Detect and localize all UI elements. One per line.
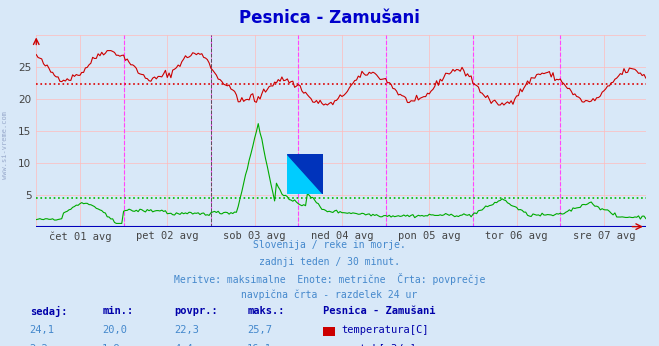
Text: navpična črta - razdelek 24 ur: navpična črta - razdelek 24 ur [241, 289, 418, 300]
Text: Pesnica - Zamušani: Pesnica - Zamušani [323, 306, 436, 316]
Text: 20,0: 20,0 [102, 325, 127, 335]
Text: maks.:: maks.: [247, 306, 285, 316]
Text: 22,3: 22,3 [175, 325, 200, 335]
Text: 16,1: 16,1 [247, 344, 272, 346]
Text: sedaj:: sedaj: [30, 306, 67, 317]
Text: 25,7: 25,7 [247, 325, 272, 335]
Text: Meritve: maksimalne  Enote: metrične  Črta: povprečje: Meritve: maksimalne Enote: metrične Črta… [174, 273, 485, 285]
Polygon shape [287, 154, 323, 194]
Polygon shape [287, 154, 323, 194]
Text: 1,9: 1,9 [102, 344, 121, 346]
Text: Pesnica - Zamušani: Pesnica - Zamušani [239, 9, 420, 27]
Text: 4,4: 4,4 [175, 344, 193, 346]
Text: temperatura[C]: temperatura[C] [341, 325, 429, 335]
Text: min.:: min.: [102, 306, 133, 316]
Text: www.si-vreme.com: www.si-vreme.com [2, 111, 9, 179]
Text: Slovenija / reke in morje.: Slovenija / reke in morje. [253, 240, 406, 251]
Text: 2,2: 2,2 [30, 344, 48, 346]
Text: pretok[m3/s]: pretok[m3/s] [341, 344, 416, 346]
Text: zadnji teden / 30 minut.: zadnji teden / 30 minut. [259, 257, 400, 267]
Polygon shape [287, 154, 323, 194]
Text: 24,1: 24,1 [30, 325, 55, 335]
Text: povpr.:: povpr.: [175, 306, 218, 316]
